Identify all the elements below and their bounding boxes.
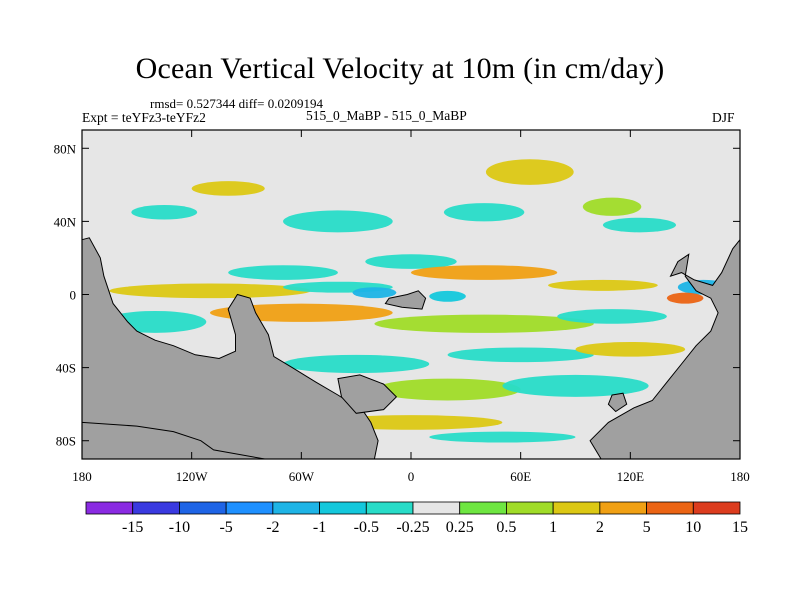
colorbar-level-label: -1 xyxy=(313,519,326,536)
chart-title: Ocean Vertical Velocity at 10m (in cm/da… xyxy=(135,52,665,85)
velocity-region xyxy=(411,265,558,280)
colorbar-swatch xyxy=(412,501,461,515)
y-tick-label: 40S xyxy=(56,361,76,376)
colorbar-level-label: -15 xyxy=(122,519,143,536)
colorbar-swatch xyxy=(646,501,694,515)
y-tick-label: 80N xyxy=(54,141,77,156)
colorbar-swatch xyxy=(506,501,554,515)
run-label: 515_0_MaBP - 515_0_MaBP xyxy=(306,108,467,123)
colorbar-level-label: 2 xyxy=(596,519,604,536)
x-tick-label: 60W xyxy=(289,469,315,484)
velocity-region xyxy=(228,265,338,280)
velocity-region xyxy=(191,181,265,196)
velocity-region xyxy=(582,197,642,216)
colorbar-level-label: 15 xyxy=(732,519,748,536)
land-southeast-island xyxy=(607,392,628,413)
stats-line: rmsd= 0.527344 diff= 0.0209194 xyxy=(150,96,323,111)
velocity-region xyxy=(502,374,649,397)
axes: 180 120W 60W 0 60E 120E 180 80N 40N 0 40S 80S xyxy=(54,129,750,484)
x-tick-label: 0 xyxy=(408,469,415,484)
velocity-region xyxy=(109,283,311,299)
y-tick-label: 40N xyxy=(54,214,77,229)
velocity-region xyxy=(374,378,521,401)
y-tick-label: 80S xyxy=(56,434,76,449)
colorbar-swatch xyxy=(132,501,180,515)
colorbar-swatch xyxy=(225,501,274,515)
plot-area xyxy=(81,130,741,460)
colorbar-level-label: 0.5 xyxy=(496,519,516,536)
colorbar-swatch xyxy=(319,501,367,515)
colorbar-level-label: 0.25 xyxy=(446,519,474,536)
colorbar-level-label: -0.5 xyxy=(354,519,379,536)
season-label: DJF xyxy=(712,110,735,125)
colorbar-level-label: 5 xyxy=(643,519,651,536)
velocity-region xyxy=(485,159,574,185)
velocity-region xyxy=(283,354,430,374)
colorbar-level-label: -2 xyxy=(266,519,279,536)
colorbar-swatch xyxy=(599,501,647,515)
colorbar-swatch xyxy=(85,501,134,515)
colorbar-level-label: -10 xyxy=(169,519,190,536)
velocity-region xyxy=(352,287,397,299)
velocity-region xyxy=(374,314,594,333)
velocity-region xyxy=(602,217,677,233)
x-tick-label: 180 xyxy=(730,469,750,484)
colorbar-swatch xyxy=(692,501,741,515)
land-central-island-south xyxy=(337,374,398,414)
x-tick-label: 180 xyxy=(72,469,92,484)
velocity-region xyxy=(443,203,525,222)
velocity-region xyxy=(548,279,658,291)
land-eastern-continent xyxy=(589,238,741,460)
velocity-region xyxy=(365,254,457,269)
colorbar-swatch xyxy=(179,501,227,515)
colorbar-level-label: 1 xyxy=(549,519,557,536)
colorbar-swatch xyxy=(459,501,507,515)
colorbar-level-label: -0.25 xyxy=(396,519,429,536)
colorbar-level-label: 10 xyxy=(685,519,701,536)
colorbar-swatch xyxy=(365,501,414,515)
velocity-region xyxy=(447,347,594,363)
x-tick-label: 120W xyxy=(176,469,209,484)
y-tick-label: 0 xyxy=(70,288,77,303)
velocity-region xyxy=(429,431,576,443)
land-western-continent xyxy=(81,237,379,460)
experiment-label: Expt = teYFz3-teYFz2 xyxy=(82,110,206,125)
velocity-region xyxy=(575,342,686,357)
land-central-island-north xyxy=(384,290,427,310)
velocity-region xyxy=(557,309,667,324)
velocity-region xyxy=(666,292,704,304)
colorbar-level-label: -5 xyxy=(219,519,232,536)
x-tick-label: 60E xyxy=(510,469,531,484)
colorbar-swatch xyxy=(272,501,320,515)
x-tick-label: 120E xyxy=(617,469,645,484)
colorbar: -15 -10 -5 -2 -1 -0.5 -0.25 0.25 0.5 1 2 5 10 15 xyxy=(85,501,748,536)
velocity-region xyxy=(131,204,198,220)
velocity-region xyxy=(429,290,466,302)
velocity-region xyxy=(283,210,393,233)
colorbar-swatch xyxy=(552,501,601,515)
